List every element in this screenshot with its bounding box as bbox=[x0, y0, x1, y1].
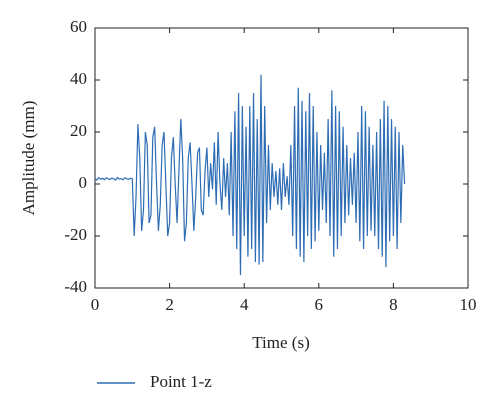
x-tick-label: 6 bbox=[315, 295, 324, 314]
y-axis-label: Amplitude (mm) bbox=[19, 101, 38, 216]
x-axis-label: Time (s) bbox=[252, 333, 309, 352]
x-tick-label: 0 bbox=[91, 295, 100, 314]
y-tick-label: 20 bbox=[70, 121, 87, 140]
legend-label: Point 1-z bbox=[150, 372, 212, 391]
x-tick-label: 2 bbox=[165, 295, 174, 314]
y-tick-label: 60 bbox=[70, 17, 87, 36]
x-tick-label: 8 bbox=[389, 295, 398, 314]
data-line bbox=[94, 74, 406, 276]
y-tick-label: -20 bbox=[64, 225, 87, 244]
y-tick-label: -40 bbox=[64, 277, 87, 296]
y-tick-label: 0 bbox=[79, 173, 88, 192]
y-tick-label: 40 bbox=[70, 69, 87, 88]
x-tick-label: 10 bbox=[460, 295, 477, 314]
plot-frame bbox=[94, 27, 469, 289]
x-tick-label: 4 bbox=[240, 295, 249, 314]
